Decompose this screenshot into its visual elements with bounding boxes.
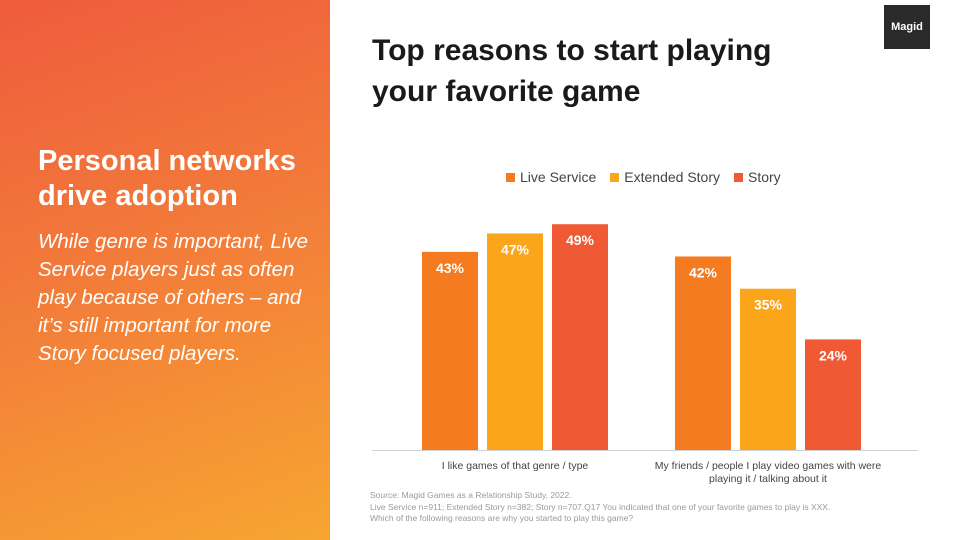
bar-story-1 [552,224,608,450]
legend-label: Story [748,169,781,185]
legend-item-extended-story: Extended Story [610,169,720,185]
source-line: Live Service n=911; Extended Story n=382… [370,501,831,512]
category-label: I like games of that genre / type [442,460,589,472]
chart-title: Top reasons to start playing your favori… [372,34,772,108]
bar-data-label: 24% [819,347,848,363]
chart-legend: Live Service Extended Story Story [506,167,795,187]
legend-swatch-story [734,172,743,182]
bar-story-2 [805,339,861,450]
category-label: My friends / people I play video games w… [655,460,882,472]
category-label: playing it / talking about it [709,473,827,485]
bar-data-label: 35% [754,297,783,313]
bar-data-label: 42% [689,264,718,280]
source-line: Source: Magid Games as a Relationship St… [370,490,572,500]
left-panel: Personal networks drive adoption While g… [0,0,330,540]
legend-label: Live Service [520,169,597,185]
panel-heading: Personal networks drive adoption [38,145,296,212]
bar-extended-story-2 [740,288,796,450]
bar-live-service-1 [422,251,478,450]
legend-item-live-service: Live Service [506,169,596,185]
panel-body-text: While genre is important, Live Service p… [38,230,309,365]
legend-label: Extended Story [624,169,720,185]
source-note: Source: Magid Games as a Relationship St… [370,490,890,525]
bar-data-label: 47% [501,241,530,257]
magid-logo: Magid [884,5,930,49]
bar-data-label: 49% [566,232,595,248]
source-line: Which of the following reasons are why y… [370,513,634,523]
bar-extended-story-1 [487,233,543,450]
bar-live-service-2 [675,256,731,450]
legend-item-story: Story [734,169,781,185]
legend-swatch-extended-story [610,172,620,182]
legend-swatch-live-service [506,172,515,182]
bar-data-label: 43% [436,260,465,276]
